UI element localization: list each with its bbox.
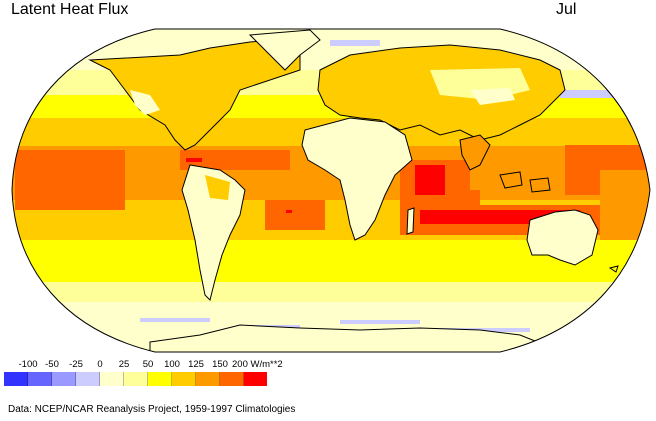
legend-swatch [124,372,148,386]
legend-swatch [52,372,76,386]
globe-outline [11,28,651,353]
legend-label: 100 [164,359,180,370]
legend-swatch [76,372,100,386]
legend-swatch [28,372,52,386]
legend-label: 50 [142,359,154,370]
world-map [11,28,651,353]
legend-label: -100 [18,359,38,370]
legend-swatch [148,372,172,386]
legend-label: -50 [45,359,59,370]
legend-swatch [100,372,124,386]
legend-label: 25 [118,359,130,370]
legend-bar [4,372,267,386]
legend-label: -25 [69,359,83,370]
legend-swatch [4,372,28,386]
legend-swatch [172,372,196,386]
legend-labels: -100 -50 -25 0 25 50 100 125 150 200 W/m… [4,359,282,371]
legend-swatch [196,372,220,386]
data-source-note: Data: NCEP/NCAR Reanalysis Project, 1959… [8,404,296,415]
month-label: Jul [556,1,577,18]
legend-swatch [244,372,267,386]
legend-label: 125 [188,359,204,370]
legend-label: 200 W/m**2 [232,359,283,370]
flux-field [12,29,650,352]
legend-swatch [220,372,244,386]
color-legend: -100 -50 -25 0 25 50 100 125 150 200 W/m… [4,359,283,386]
legend-label: 150 [212,359,228,370]
legend-label: 0 [97,359,103,370]
map-title: Latent Heat Flux [11,1,129,18]
